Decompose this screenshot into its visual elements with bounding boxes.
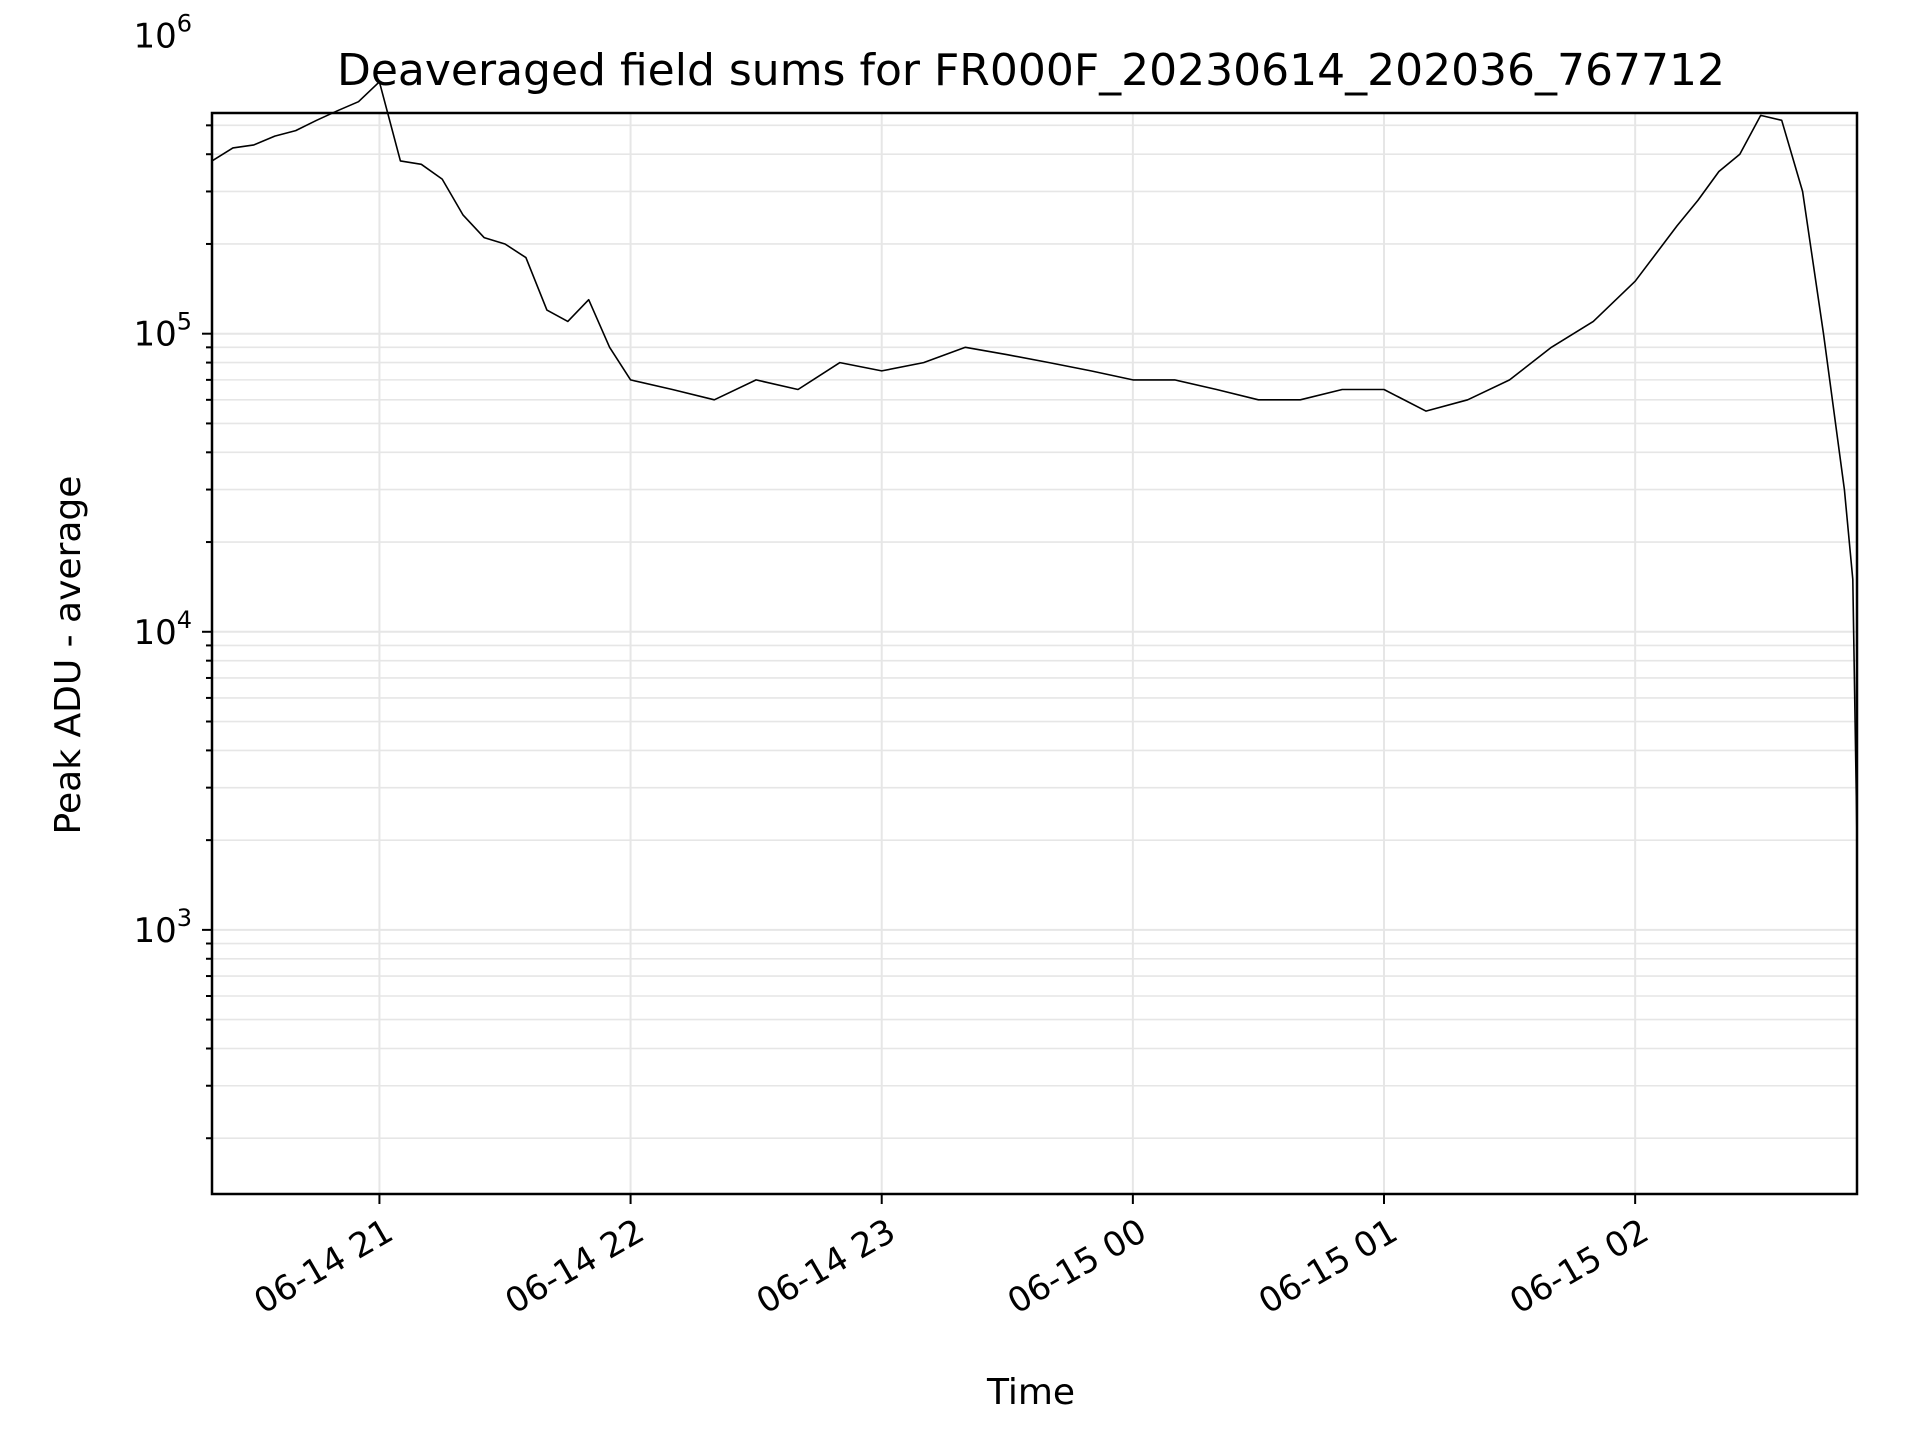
y-tick-label: 103 xyxy=(133,904,192,951)
x-axis-title: Time xyxy=(986,1372,1075,1413)
x-tick-label: 06-15 02 xyxy=(1503,1211,1655,1322)
x-tick-label: 06-15 01 xyxy=(1252,1211,1404,1322)
series-line xyxy=(211,81,1858,841)
series-group xyxy=(211,81,1858,841)
y-tick-label: 106 xyxy=(133,10,192,57)
plot-frame xyxy=(210,111,1859,1196)
x-tick-label: 06-14 22 xyxy=(499,1211,651,1322)
grid xyxy=(212,113,1857,1194)
x-tick-label: 06-15 00 xyxy=(1001,1211,1153,1322)
tick-group: 103 104 105 106 06-14 21 06-14 22 06-14 23 06-1… xyxy=(133,10,1655,1323)
x-tick-label: 06-14 21 xyxy=(248,1211,400,1322)
x-tick-label: 06-14 23 xyxy=(750,1211,902,1322)
chart-title: Deaveraged field sums for FR000F_2023061… xyxy=(337,45,1725,96)
y-tick-label: 104 xyxy=(133,606,192,653)
y-tick-label: 105 xyxy=(133,308,192,355)
y-axis-title: Peak ADU - average xyxy=(48,476,89,835)
